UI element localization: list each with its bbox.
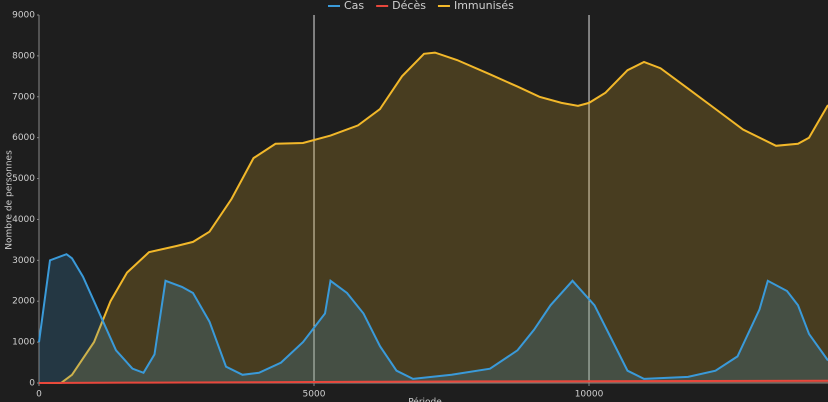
legend-label: Immunisés xyxy=(454,0,514,12)
x-tick-label: 0 xyxy=(36,390,42,400)
y-tick-label: 7000 xyxy=(12,92,35,102)
legend-label: Décès xyxy=(392,0,426,12)
line xyxy=(38,253,828,380)
y-tick-label: 8000 xyxy=(12,51,35,61)
y-tick-label: 0 xyxy=(29,379,35,389)
legend-label: Cas xyxy=(344,0,364,12)
area xyxy=(39,254,828,383)
y-tick-label: 2000 xyxy=(12,297,35,307)
y-axis-label: Nombre de personnes xyxy=(5,150,15,250)
y-tick-label: 3000 xyxy=(12,256,35,266)
area xyxy=(39,52,828,383)
y-tick-label: 6000 xyxy=(12,133,35,143)
y-tick-label: 1000 xyxy=(12,338,35,348)
y-tick-label: 5000 xyxy=(12,174,35,184)
x-tick-label: 5000 xyxy=(303,390,326,400)
y-tick-label: 4000 xyxy=(12,215,35,225)
line xyxy=(38,379,828,384)
line xyxy=(39,51,828,384)
y-tick-label: 9000 xyxy=(12,11,35,21)
x-tick-label: 10000 xyxy=(575,390,604,400)
x-axis-label: Période xyxy=(408,397,442,402)
